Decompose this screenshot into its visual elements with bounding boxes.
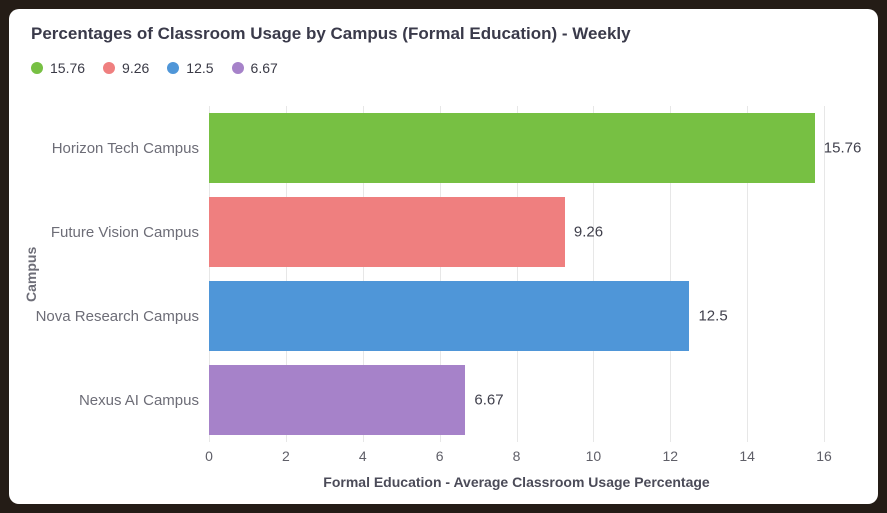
legend-swatch-icon: [103, 62, 116, 74]
legend-item[interactable]: 15.76: [31, 60, 85, 76]
gridline: [285, 106, 287, 442]
chart-title: Percentages of Classroom Usage by Campus…: [31, 24, 631, 43]
gridline: [670, 106, 672, 442]
bar-value-label: 6.67: [474, 391, 504, 409]
bar: [209, 113, 815, 183]
bars: 15.76 9.26 12.5 6.67: [209, 106, 861, 442]
y-axis-title: Campus: [23, 246, 39, 302]
gridline: [593, 106, 595, 442]
legend-label: 9.26: [122, 60, 150, 76]
legend-item[interactable]: 9.26: [103, 60, 149, 76]
category-labels: Horizon Tech Campus Future Vision Campus N…: [35, 106, 209, 442]
category-label: Nexus AI Campus: [78, 391, 199, 409]
plot-area: 15.76 9.26 12.5 6.67: [209, 106, 861, 442]
x-tick-label: 0: [205, 448, 213, 464]
x-axis-title: Formal Education - Average Classroom Usa…: [323, 474, 710, 490]
gridline: [824, 106, 825, 442]
gridline: [209, 106, 210, 442]
bar-chart: Campus Horizon Tech Campus Future Vision …: [23, 106, 864, 490]
bar: [209, 197, 565, 267]
bar-row: 15.76: [209, 106, 861, 190]
legend: 15.76 9.26 12.5 6.67: [23, 58, 864, 78]
legend-label: 15.76: [50, 60, 86, 76]
x-tick-label: 8: [512, 448, 521, 464]
bar-value-label: 15.76: [823, 139, 862, 157]
category-label: Nova Research Campus: [35, 307, 199, 325]
x-tick-label: 16: [816, 448, 832, 464]
legend-label: 12.5: [186, 60, 214, 76]
x-tick-label: 6: [435, 448, 444, 464]
gridlines: [209, 106, 825, 442]
bar-value-label: 9.26: [573, 223, 604, 241]
gridline: [516, 106, 518, 442]
gridline: [747, 106, 749, 442]
gridline: [362, 106, 364, 442]
x-tick-label: 2: [281, 448, 290, 464]
chart-card: Percentages of Classroom Usage by Campus…: [9, 9, 878, 504]
x-tick-label: 4: [358, 448, 367, 464]
legend-swatch-icon: [231, 62, 244, 74]
legend-item[interactable]: 12.5: [167, 60, 214, 76]
category-label: Horizon Tech Campus: [51, 139, 199, 157]
bar-row: 6.67: [209, 358, 824, 442]
category-label: Future Vision Campus: [50, 223, 199, 241]
bar-value-label: 12.5: [698, 307, 728, 325]
bar: [209, 281, 690, 351]
bar-row: 12.5: [209, 274, 824, 358]
legend-swatch-icon: [31, 62, 43, 74]
x-tick-label: 10: [585, 448, 602, 464]
legend-label: 6.67: [250, 60, 278, 76]
x-tick-label: 12: [662, 448, 679, 464]
bar-row: 9.26: [209, 190, 824, 274]
bar: [209, 365, 466, 435]
legend-item[interactable]: 6.67: [231, 60, 278, 76]
legend-swatch-icon: [167, 62, 180, 74]
x-axis-ticks: 0 2 4 6 8 10 12 14 16: [205, 442, 832, 470]
x-tick-label: 14: [739, 448, 755, 464]
gridline: [439, 106, 441, 442]
